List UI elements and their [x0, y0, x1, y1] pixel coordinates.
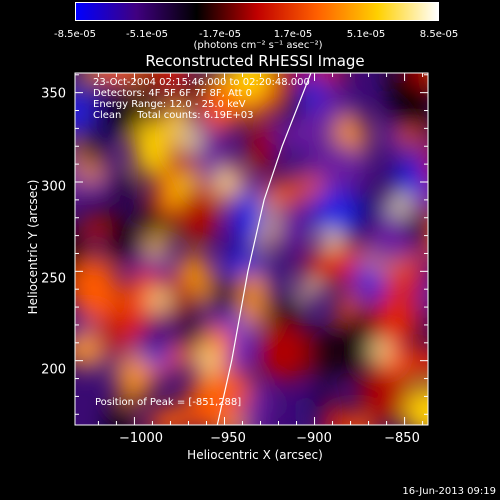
x-tick-label: −1000 — [119, 431, 163, 446]
heatmap-cell — [422, 139, 428, 186]
x-axis-label: Heliocentric X (arcsec) — [187, 448, 323, 462]
heatmap-cell — [309, 185, 362, 238]
y-tick-label: 200 — [41, 362, 66, 378]
heatmap-cell — [265, 180, 308, 205]
heatmap-cell — [402, 384, 428, 425]
heatmap-cell — [149, 409, 185, 425]
colorbar-tick: 5.1e-05 — [346, 29, 386, 40]
heatmap-cell — [229, 186, 267, 248]
heatmap-cell — [307, 327, 355, 378]
heatmap-cell — [108, 399, 132, 425]
heatmap-cell — [349, 414, 371, 425]
heatmap-cell — [118, 352, 149, 404]
heatmap-cell — [208, 276, 238, 317]
colorbar-tick: 8.5e-05 — [419, 29, 459, 40]
heatmap-cell — [266, 298, 304, 323]
chart-title: Reconstructed RHESSI Image — [145, 52, 365, 70]
heatmap-cell — [114, 73, 139, 76]
heatmap-peak — [320, 230, 340, 250]
y-tick-label: 250 — [41, 271, 66, 287]
heatmap-cell — [429, 53, 450, 83]
x-tick-label: −900 — [296, 431, 332, 446]
y-tick-label: 300 — [41, 179, 66, 195]
heatmap-cell — [248, 117, 273, 176]
heatmap-cell — [309, 145, 365, 187]
heatmap-cell — [99, 220, 143, 264]
heatmap-peak — [390, 195, 410, 215]
plot-frame — [74, 72, 429, 426]
heatmap-cell — [261, 257, 286, 295]
heatmap-cell — [78, 125, 105, 168]
heatmap-cell — [316, 73, 344, 81]
y-tick-label: 350 — [41, 86, 66, 102]
colorbar-tick: -8.5e-05 — [54, 29, 96, 40]
heatmap-cell — [275, 118, 331, 149]
heatmap-cell — [100, 88, 150, 138]
heatmap-cell — [395, 152, 428, 202]
heatmap-cell — [129, 278, 154, 313]
timestamp: 16-Jun-2013 09:19 — [402, 486, 496, 497]
heatmap-cell — [240, 270, 266, 331]
heatmap-cell — [417, 281, 428, 312]
heatmap-cell — [108, 169, 133, 204]
heatmap-cell — [75, 335, 102, 366]
heatmap-cell — [201, 82, 243, 131]
heatmap-peak — [150, 290, 170, 310]
heatmap-cell — [146, 231, 170, 257]
heatmap-cell — [230, 73, 271, 100]
heatmap-cell — [273, 205, 307, 250]
heatmap-cell — [75, 158, 82, 205]
heatmap-cell — [182, 294, 204, 354]
y-axis-label: Heliocentric Y (arcsec) — [26, 179, 40, 315]
heatmap-cell — [89, 73, 134, 80]
heatmap-cell — [373, 287, 420, 349]
heatmap-peak — [196, 350, 216, 370]
heatmap-cell — [101, 334, 134, 356]
heatmap-cell — [75, 258, 120, 321]
heatmap-cell — [304, 251, 333, 283]
heatmap-cell — [219, 251, 264, 276]
annotation-clean-counts: Clean Total counts: 6.19E+03 — [93, 110, 254, 121]
heatmap-cell — [176, 185, 221, 244]
solar-limb-curve — [216, 72, 312, 426]
heatmap-cell — [364, 219, 414, 265]
colorbar-unit-label: (photons cm⁻² s⁻¹ asec⁻²) — [193, 40, 323, 51]
heatmap-cell — [269, 73, 312, 87]
x-tick-label: −850 — [384, 431, 420, 446]
colorbar-tick: -5.1e-05 — [126, 29, 168, 40]
heatmap-cell — [385, 82, 428, 132]
heatmap-peak — [300, 280, 320, 300]
colorbar-tick: 1.7e-05 — [273, 29, 313, 40]
heatmap-cell — [359, 369, 409, 424]
heatmap-cell — [75, 91, 87, 132]
heatmap-peak — [180, 130, 200, 150]
heatmap-cell — [410, 73, 428, 88]
colorbar-tick: -1.7e-05 — [199, 29, 241, 40]
heatmap-peak — [370, 340, 390, 360]
annotation-energy-range: Energy Range: 12.0 - 25.0 keV — [93, 99, 246, 110]
heatmap-cell — [187, 373, 233, 425]
heatmap-cell — [162, 105, 187, 138]
heatmap-cell — [154, 73, 189, 89]
x-tick-label: −950 — [210, 431, 246, 446]
colorbar — [75, 2, 439, 21]
peak-position-label: Position of Peak = [-851,288] — [95, 397, 242, 408]
heatmap-cell — [133, 118, 169, 178]
annotation-time-range: 23-Oct-2004 02:15:46.000 to 02:20:48.000 — [93, 77, 310, 88]
annotation-detectors: Detectors: 4F 5F 6F 7F 8F, Att 0 — [93, 88, 253, 99]
heatmap-cell — [294, 391, 318, 425]
heatmap-peak — [218, 170, 238, 190]
heatmap-cell — [256, 322, 311, 382]
heatmap-cell — [302, 73, 323, 114]
